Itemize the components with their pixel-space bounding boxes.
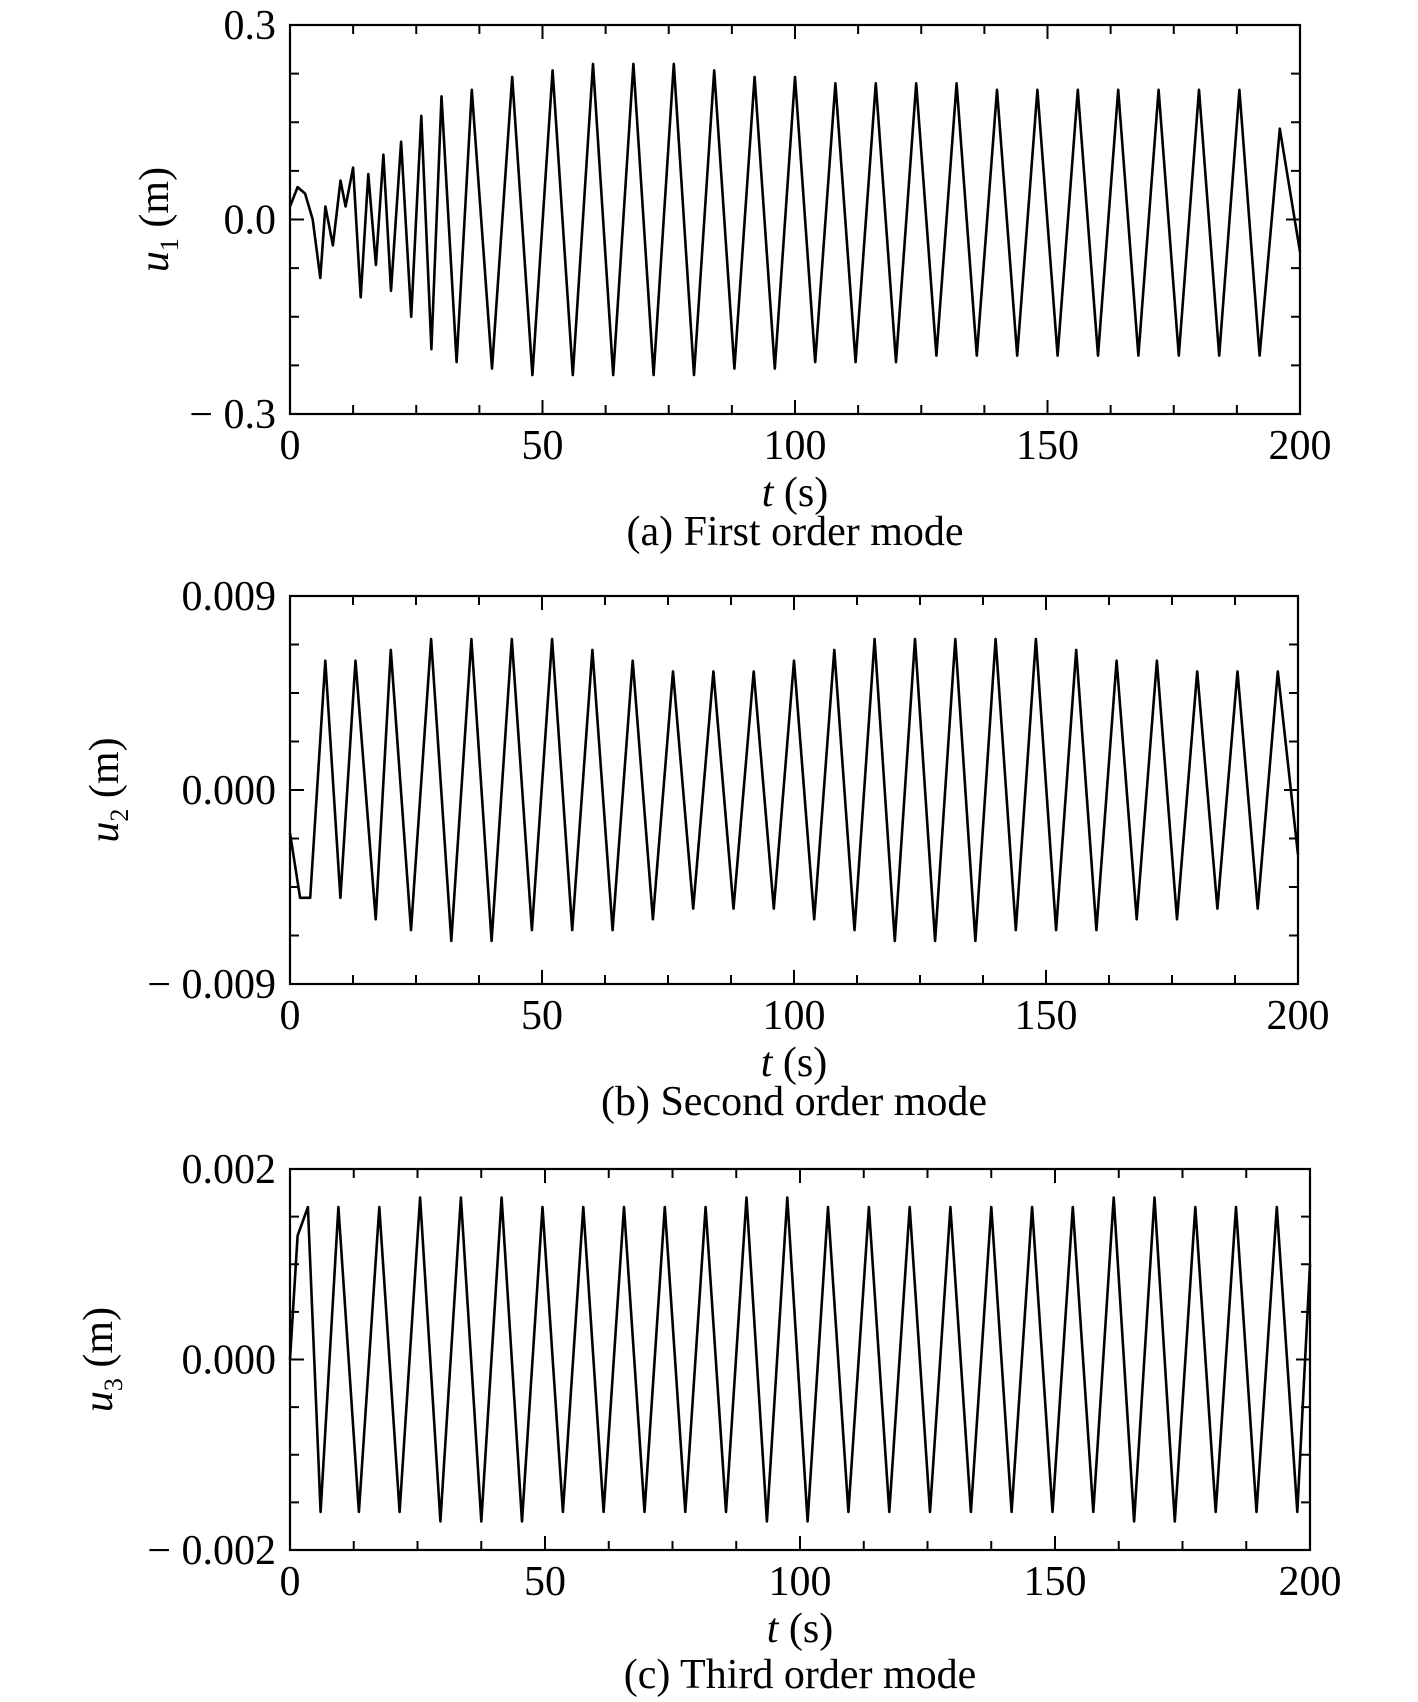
y-tick-label: − 0.002 (147, 1528, 276, 1574)
panel-caption: (c) Third order mode (624, 1652, 977, 1698)
x-tick-label: 150 (1024, 1559, 1087, 1605)
series-line (288, 62, 1302, 377)
y-tick-label: 0.000 (182, 768, 277, 814)
y-axis-label: u1 (m) (132, 167, 184, 272)
x-tick-label: 50 (522, 423, 564, 469)
x-tick-label: 150 (1015, 993, 1078, 1039)
x-axis-label: t (s) (761, 1040, 828, 1086)
x-tick-label: 200 (1269, 423, 1332, 469)
y-axis-label: u2 (m) (82, 737, 134, 842)
y-tick-label: 0.000 (182, 1338, 277, 1384)
y-tick-label: 0.002 (182, 1147, 277, 1193)
chart-panel-b: 0 50 100 150 200 − 0.009 0.000 0.009 t (s) u2 (m)… (82, 574, 1330, 1125)
x-tick-label: 200 (1267, 993, 1330, 1039)
series-line (288, 1196, 1312, 1523)
y-tick-label: 0.0 (224, 198, 277, 244)
y-tick-label: 0.009 (182, 574, 277, 620)
y-axis-label: u3 (m) (76, 1307, 128, 1412)
chart-panel-c: 0 50 100 150 200 − 0.002 0.000 0.002 t (s) u3 (m)… (76, 1147, 1342, 1698)
y-tick-label: − 0.3 (189, 392, 276, 438)
panel-caption: (a) First order mode (626, 509, 963, 555)
x-tick-label: 100 (764, 423, 827, 469)
plot-frame (288, 1167, 1312, 1552)
x-tick-label: 100 (769, 1559, 832, 1605)
y-tick-label: − 0.009 (147, 962, 276, 1008)
x-tick-label: 0 (280, 1559, 301, 1605)
x-tick-label: 0 (280, 423, 301, 469)
x-tick-label: 100 (763, 993, 826, 1039)
x-tick-label: 0 (280, 993, 301, 1039)
plot-frame (288, 594, 1300, 986)
y-tick-label: 0.3 (224, 3, 277, 49)
x-tick-label: 50 (524, 1559, 566, 1605)
x-tick-label: 150 (1016, 423, 1079, 469)
x-tick-label: 200 (1279, 1559, 1342, 1605)
series-line (288, 637, 1300, 943)
x-axis-label: t (s) (767, 1606, 834, 1652)
panel-caption: (b) Second order mode (601, 1079, 987, 1125)
x-tick-label: 50 (521, 993, 563, 1039)
x-axis-label: t (s) (762, 470, 829, 516)
plot-frame (288, 23, 1302, 416)
chart-panel-a: 0 50 100 150 200 − 0.3 0.0 0.3 t (s) u1 (m) (a) Fi… (132, 3, 1332, 555)
